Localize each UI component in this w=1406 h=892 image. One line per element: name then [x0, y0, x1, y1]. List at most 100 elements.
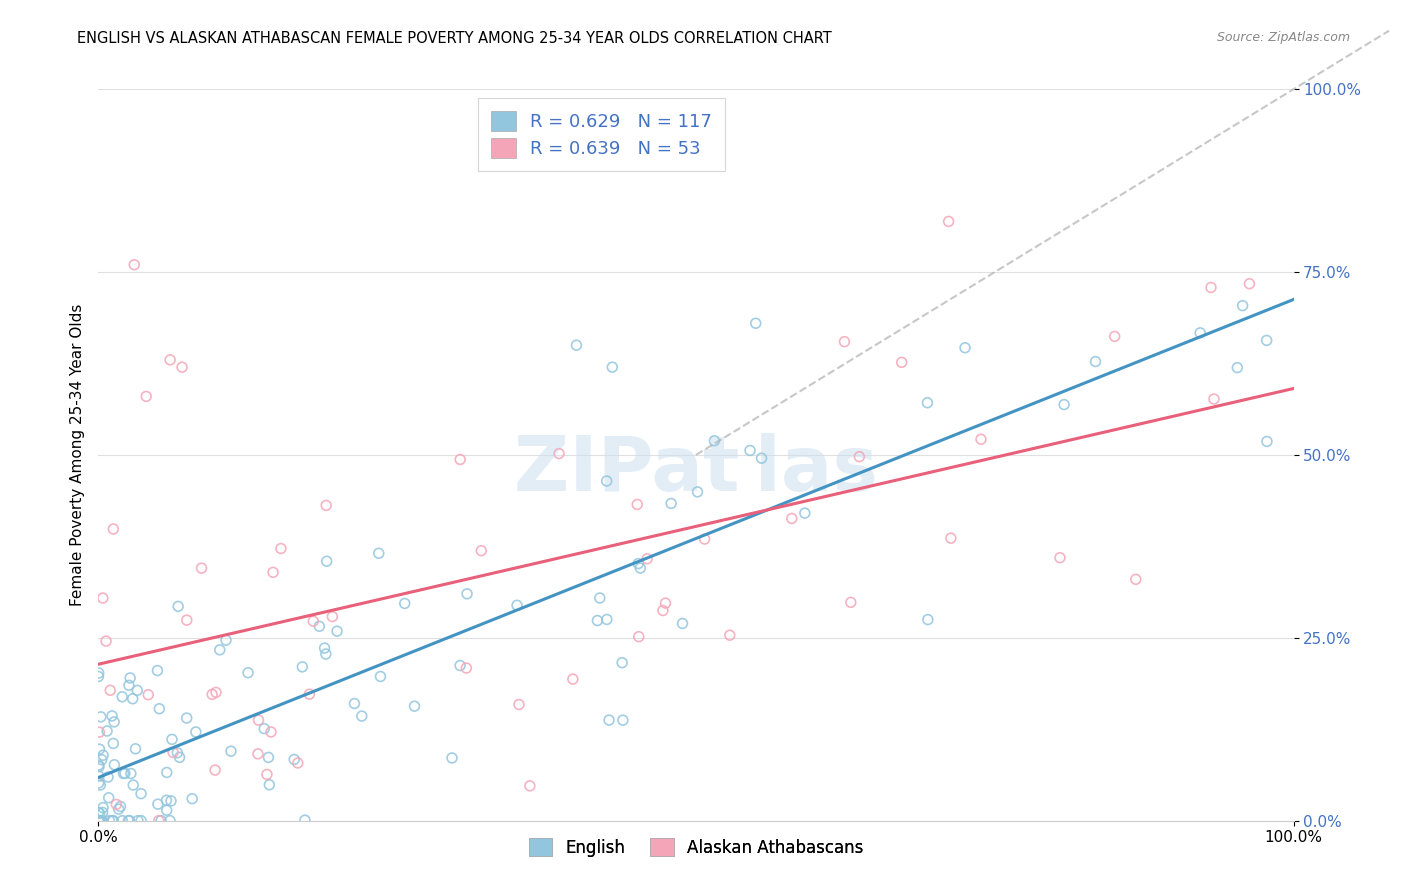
Point: [321, 609, 343, 624]
Point: [1202, 392, 1225, 406]
Point: [101, 814, 124, 828]
Point: [257, 750, 280, 764]
Point: [628, 561, 651, 575]
Point: [508, 698, 530, 712]
Point: [87, 666, 110, 681]
Point: [247, 713, 270, 727]
Point: [287, 756, 309, 770]
Point: [160, 794, 183, 808]
Point: [315, 499, 337, 513]
Point: [506, 599, 529, 613]
Point: [91, 814, 114, 828]
Point: [117, 814, 139, 828]
Point: [1256, 334, 1278, 348]
Point: [103, 757, 125, 772]
Point: [208, 643, 231, 657]
Point: [103, 736, 125, 750]
Point: [172, 360, 194, 375]
Point: [596, 612, 619, 626]
Point: [146, 664, 169, 678]
Point: [98, 814, 121, 828]
Point: [136, 688, 159, 702]
Point: [90, 814, 112, 828]
Point: [839, 595, 862, 609]
Point: [159, 352, 181, 367]
Point: [91, 591, 114, 605]
Point: [87, 758, 110, 772]
Point: [236, 665, 259, 680]
Point: [602, 360, 624, 375]
Point: [1226, 360, 1249, 375]
Point: [1239, 277, 1261, 291]
Point: [1053, 398, 1076, 412]
Point: [121, 691, 143, 706]
Point: [124, 258, 146, 272]
Point: [1125, 572, 1147, 586]
Point: [1256, 434, 1278, 449]
Point: [367, 546, 389, 560]
Point: [917, 395, 939, 409]
Point: [201, 687, 224, 701]
Point: [114, 766, 136, 780]
Point: [89, 814, 111, 828]
Point: [1232, 299, 1254, 313]
Point: [259, 778, 281, 792]
Point: [101, 709, 124, 723]
Point: [181, 791, 204, 805]
Point: [91, 748, 114, 763]
Point: [219, 744, 242, 758]
Text: ZIPat las: ZIPat las: [515, 433, 877, 507]
Point: [343, 697, 366, 711]
Point: [627, 557, 650, 571]
Point: [103, 522, 125, 536]
Point: [135, 389, 157, 403]
Point: [87, 769, 110, 783]
Point: [561, 672, 583, 686]
Point: [112, 766, 135, 780]
Point: [176, 613, 198, 627]
Point: [110, 799, 132, 814]
Point: [659, 496, 682, 510]
Point: [156, 765, 179, 780]
Point: [970, 432, 993, 446]
Point: [350, 709, 373, 723]
Point: [449, 452, 471, 467]
Point: [107, 802, 129, 816]
Point: [246, 747, 269, 761]
Point: [169, 750, 191, 764]
Point: [89, 742, 111, 756]
Point: [205, 685, 228, 699]
Text: Source: ZipAtlas.com: Source: ZipAtlas.com: [1216, 31, 1350, 45]
Point: [166, 746, 188, 760]
Point: [693, 532, 716, 546]
Point: [122, 778, 145, 792]
Point: [283, 752, 305, 766]
Point: [586, 614, 609, 628]
Point: [627, 630, 650, 644]
Point: [636, 551, 658, 566]
Point: [703, 434, 725, 448]
Point: [90, 710, 112, 724]
Point: [89, 725, 111, 739]
Point: [589, 591, 612, 605]
Point: [917, 613, 939, 627]
Point: [1084, 354, 1107, 368]
Point: [87, 669, 110, 683]
Point: [654, 596, 676, 610]
Point: [87, 814, 110, 828]
Point: [596, 474, 619, 488]
Point: [314, 641, 336, 656]
Point: [302, 614, 325, 628]
Point: [97, 790, 120, 805]
Point: [90, 753, 112, 767]
Point: [565, 338, 588, 352]
Point: [162, 746, 184, 760]
Point: [256, 767, 278, 781]
Point: [298, 687, 321, 701]
Point: [612, 713, 634, 727]
Point: [890, 355, 912, 369]
Point: [190, 561, 212, 575]
Point: [686, 484, 709, 499]
Point: [87, 814, 110, 828]
Point: [738, 443, 761, 458]
